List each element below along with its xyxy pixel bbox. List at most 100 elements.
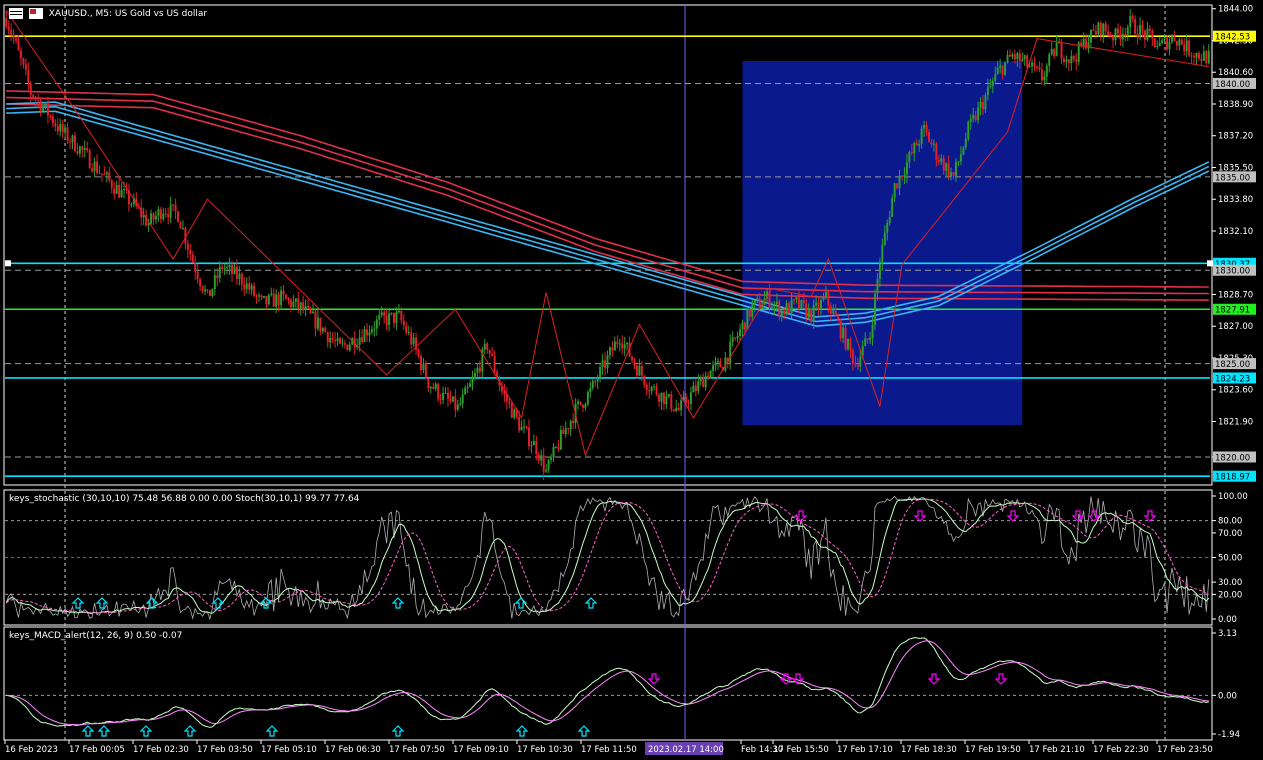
candle-body <box>950 172 953 177</box>
macd-buy-arrow-icon <box>391 725 405 737</box>
candle-body <box>370 329 373 333</box>
candle-body <box>358 337 361 345</box>
stoch-buy-arrow-icon <box>514 597 528 609</box>
candle-body <box>449 398 452 402</box>
stoch-buy-arrow-icon <box>211 597 225 609</box>
candle-body <box>820 300 822 310</box>
candle-body <box>1109 35 1112 37</box>
candle-body <box>861 346 864 357</box>
chart-header: XAUUSD., M5: US Gold vs US dollar <box>9 8 207 19</box>
candle-body <box>1053 49 1056 57</box>
candle-body <box>88 150 91 169</box>
candle-body <box>1075 59 1078 62</box>
candle-body <box>741 322 744 330</box>
candle-body <box>1126 27 1129 35</box>
candle-body <box>1026 55 1029 67</box>
candle-body <box>91 168 94 172</box>
candle-body <box>822 297 825 301</box>
stoch-buy-arrow-icon <box>259 597 273 609</box>
candle-body <box>869 338 872 340</box>
price-tick-label: 1823.60 <box>1218 386 1253 396</box>
candle-body <box>751 304 754 318</box>
candle-body <box>1205 51 1208 64</box>
candle-body <box>46 102 49 116</box>
candle-body <box>1094 31 1097 35</box>
candle-body <box>466 387 469 389</box>
candle-body <box>402 320 405 326</box>
candle-body <box>505 394 508 402</box>
price-label-box <box>1213 257 1256 269</box>
candle-body <box>287 298 290 300</box>
candle-body <box>473 373 476 379</box>
candle-body <box>557 446 560 450</box>
candle-body <box>22 58 25 65</box>
candle-body <box>1185 40 1188 52</box>
candle-body <box>363 329 366 342</box>
macd-buy-arrow-icon <box>97 725 111 737</box>
candle-body <box>599 367 602 380</box>
candle-body <box>677 407 680 411</box>
candle-body <box>196 271 199 280</box>
candle-body <box>1124 33 1127 35</box>
candle-body <box>918 143 921 146</box>
price-tick-label: 1828.70 <box>1218 290 1253 300</box>
candle-body <box>650 386 653 392</box>
candle-body <box>554 446 557 448</box>
candle-body <box>812 304 815 323</box>
stoch-sell-arrow-icon <box>1143 510 1157 522</box>
cursor-time-box <box>645 742 723 755</box>
candle-body <box>925 125 928 133</box>
cursor-time-label: 2023.02.17 14:00 <box>648 745 724 755</box>
candle-body <box>959 154 962 162</box>
candle-body <box>986 86 989 96</box>
candle-body <box>719 361 722 368</box>
price-tick-label: 1837.20 <box>1218 132 1253 142</box>
candle-body <box>282 290 285 295</box>
candle-body <box>547 459 550 470</box>
candle-body <box>1166 37 1169 50</box>
candle-body <box>486 343 489 350</box>
candle-body <box>19 50 22 59</box>
candle-body <box>115 184 118 194</box>
candle-body <box>1143 30 1146 40</box>
price-label-text: 1827.91 <box>1215 306 1250 316</box>
candle-body <box>928 132 930 143</box>
candle-body <box>1158 42 1161 47</box>
candle-body <box>596 379 599 382</box>
candle-body <box>1104 23 1107 32</box>
candle-body <box>1173 36 1176 42</box>
candle-body <box>390 312 393 314</box>
candle-body <box>704 375 707 388</box>
candle-body <box>201 285 204 292</box>
candle-body <box>1072 56 1075 60</box>
macd-buy-arrow-icon <box>265 725 279 737</box>
candle-body <box>618 343 621 345</box>
candle-body <box>417 349 420 357</box>
candle-body <box>331 337 334 341</box>
candle-body <box>1087 42 1090 49</box>
price-tick-label: 1835.50 <box>1218 163 1253 173</box>
price-label-text: 1820.00 <box>1215 453 1250 463</box>
candle-body <box>42 106 45 112</box>
candle-body <box>1102 23 1105 36</box>
candle-body <box>407 332 410 334</box>
candle-body <box>446 392 449 399</box>
candle-body <box>707 375 710 379</box>
ma-red-line <box>6 103 1209 301</box>
price-label-box <box>1213 358 1256 370</box>
candle-body <box>1048 54 1051 66</box>
candle-body <box>996 67 999 75</box>
stoch-tick-label: 20.00 <box>1218 590 1242 600</box>
candle-body <box>1178 39 1181 46</box>
candle-body <box>1050 49 1053 55</box>
candle-body <box>83 147 86 151</box>
candle-body <box>837 316 840 321</box>
chart-menu-icon[interactable] <box>9 8 23 19</box>
candle-body <box>235 266 238 279</box>
stoch-signal-line <box>5 498 1209 614</box>
candle-body <box>923 125 926 129</box>
candle-body <box>662 392 665 405</box>
candle-body <box>314 311 317 329</box>
